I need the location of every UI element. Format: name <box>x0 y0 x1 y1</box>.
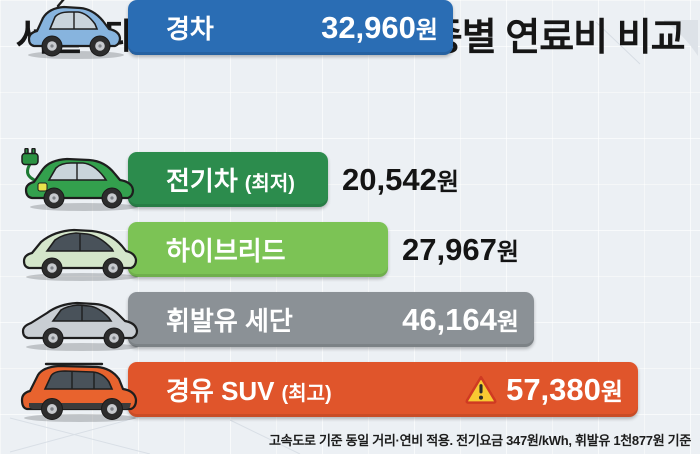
wheel-icon <box>42 327 64 349</box>
bar-label: 경유 SUV (최고) <box>166 376 332 406</box>
value-label: 32,960 원 <box>321 9 438 45</box>
chart-row: 하이브리드 27,967원 27,967원 <box>0 222 700 281</box>
bar-label: 경차 <box>166 14 214 44</box>
value-label: 27,967원 <box>402 231 519 267</box>
wheel-icon <box>89 35 111 57</box>
chart-row: 전기차(최저) 20,542원 20,542원 <box>0 148 700 211</box>
wheel-icon <box>41 398 63 420</box>
wheel-icon <box>101 398 123 420</box>
footnote: 고속도로 기준 동일 거리·연비 적용. 전기요금 347원/kWh, 휘발유 … <box>269 433 691 448</box>
value-label: 20,542원 <box>342 161 459 197</box>
diesel-suv-car <box>16 358 148 422</box>
bar: 하이브리드 27,967원 <box>128 222 388 277</box>
hybrid-car-icon <box>22 228 138 281</box>
bar-label: 휘발유 세단 <box>166 306 293 336</box>
value-label: 46,164 원 <box>402 301 519 337</box>
wheel-icon <box>41 35 63 57</box>
value-label: 57,380 원 <box>464 372 638 408</box>
light-car <box>16 0 148 60</box>
bar: 경차 32,960 원 <box>128 0 453 55</box>
plug-icon <box>21 148 39 166</box>
gasoline-sedan-icon <box>21 301 139 351</box>
bar: 휘발유 세단 46,164 원 <box>128 292 534 347</box>
bar: 경유 SUV (최고) 57,380 원 <box>128 362 638 417</box>
wheel-icon <box>102 257 124 279</box>
bar-label: 하이브리드 <box>166 236 286 266</box>
electric-car-icon <box>21 148 138 211</box>
bar: 전기차(최저) 20,542원 <box>128 152 328 207</box>
light-car-icon <box>27 0 124 59</box>
bar-label: 전기차 (최저) <box>166 166 295 196</box>
wheel-icon <box>101 187 123 209</box>
wheel-icon <box>103 327 125 349</box>
electric-car <box>16 148 148 212</box>
wheel-icon <box>43 187 65 209</box>
gasoline-sedan-car <box>16 288 148 352</box>
diesel-suv-icon <box>20 362 138 422</box>
hybrid-car <box>16 218 148 282</box>
wheel-icon <box>41 257 63 279</box>
warning-icon <box>465 375 497 404</box>
antenna-icon <box>56 0 65 8</box>
